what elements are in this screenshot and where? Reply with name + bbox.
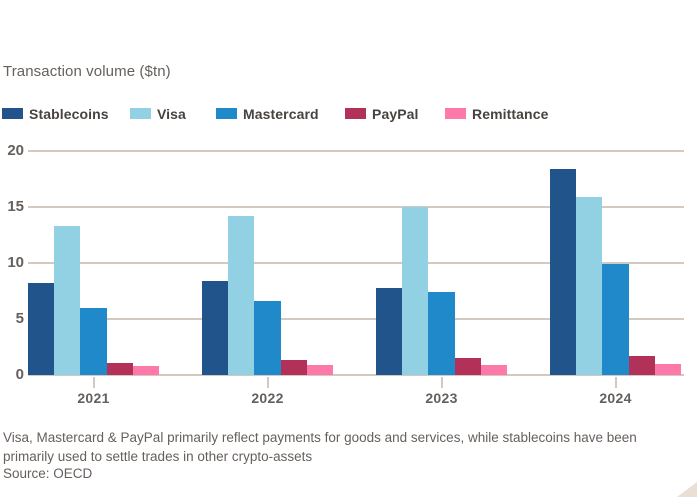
x-axis-tick-2021 — [92, 377, 95, 388]
y-axis-label-5: 5 — [15, 310, 24, 327]
bar-paypal-2022 — [280, 360, 307, 375]
bar-stablecoins-2023 — [376, 287, 403, 375]
bar-mastercard-2021 — [80, 307, 107, 375]
bar-visa-2021 — [54, 226, 81, 375]
bar-stablecoins-2024 — [550, 168, 577, 375]
source-credit: Source: OECD — [3, 466, 93, 481]
x-axis-label-2022: 2022 — [251, 390, 284, 406]
legend-swatch-icon — [216, 108, 237, 119]
footnote: Visa, Mastercard & PayPal primarily refl… — [3, 430, 637, 464]
legend-swatch-icon — [130, 108, 151, 119]
legend-swatch-icon — [345, 108, 366, 119]
bar-stablecoins-2021 — [28, 283, 55, 375]
legend-label: PayPal — [372, 105, 419, 122]
bar-visa-2023 — [402, 207, 429, 375]
legend-item-mastercard: Mastercard — [216, 105, 319, 122]
bar-mastercard-2024 — [602, 264, 629, 375]
gridline-10 — [28, 262, 684, 264]
legend-item-remittance: Remittance — [445, 105, 548, 122]
bar-remittance-2022 — [306, 364, 333, 375]
legend-swatch-icon — [2, 108, 23, 119]
bar-mastercard-2022 — [254, 301, 281, 375]
legend-item-paypal: PayPal — [345, 105, 419, 122]
legend-swatch-icon — [445, 108, 466, 119]
x-axis-label-2023: 2023 — [425, 390, 458, 406]
legend-label: Visa — [157, 105, 186, 122]
corner-triangle-icon — [677, 482, 697, 497]
bar-mastercard-2023 — [428, 292, 455, 375]
gridline-0 — [28, 374, 684, 376]
bar-remittance-2023 — [480, 364, 507, 375]
gridline-5 — [28, 318, 684, 320]
x-axis-tick-2023 — [440, 377, 443, 388]
bar-paypal-2023 — [454, 358, 481, 375]
y-axis-label-20: 20 — [7, 142, 24, 159]
bar-paypal-2024 — [628, 355, 655, 375]
bar-remittance-2024 — [654, 363, 681, 375]
bar-visa-2022 — [228, 215, 255, 375]
y-axis-label-10: 10 — [7, 254, 24, 271]
x-axis-label-2021: 2021 — [77, 390, 110, 406]
y-axis-label-0: 0 — [15, 366, 24, 383]
bar-stablecoins-2022 — [202, 280, 229, 375]
legend-item-stablecoins: Stablecoins — [2, 105, 109, 122]
bar-paypal-2021 — [106, 362, 133, 375]
gridline-20 — [28, 150, 684, 152]
bar-visa-2024 — [576, 196, 603, 375]
gridline-15 — [28, 206, 684, 208]
x-axis-tick-2024 — [614, 377, 617, 388]
legend-label: Mastercard — [243, 105, 319, 122]
y-axis-label-15: 15 — [7, 198, 24, 215]
legend-item-visa: Visa — [130, 105, 186, 122]
x-axis-tick-2022 — [266, 377, 269, 388]
legend-label: Remittance — [472, 105, 549, 122]
bar-remittance-2021 — [132, 366, 159, 375]
x-axis-label-2024: 2024 — [599, 390, 632, 406]
chart-title: Transaction volume ($tn) — [3, 63, 171, 80]
legend-label: Stablecoins — [29, 105, 109, 122]
